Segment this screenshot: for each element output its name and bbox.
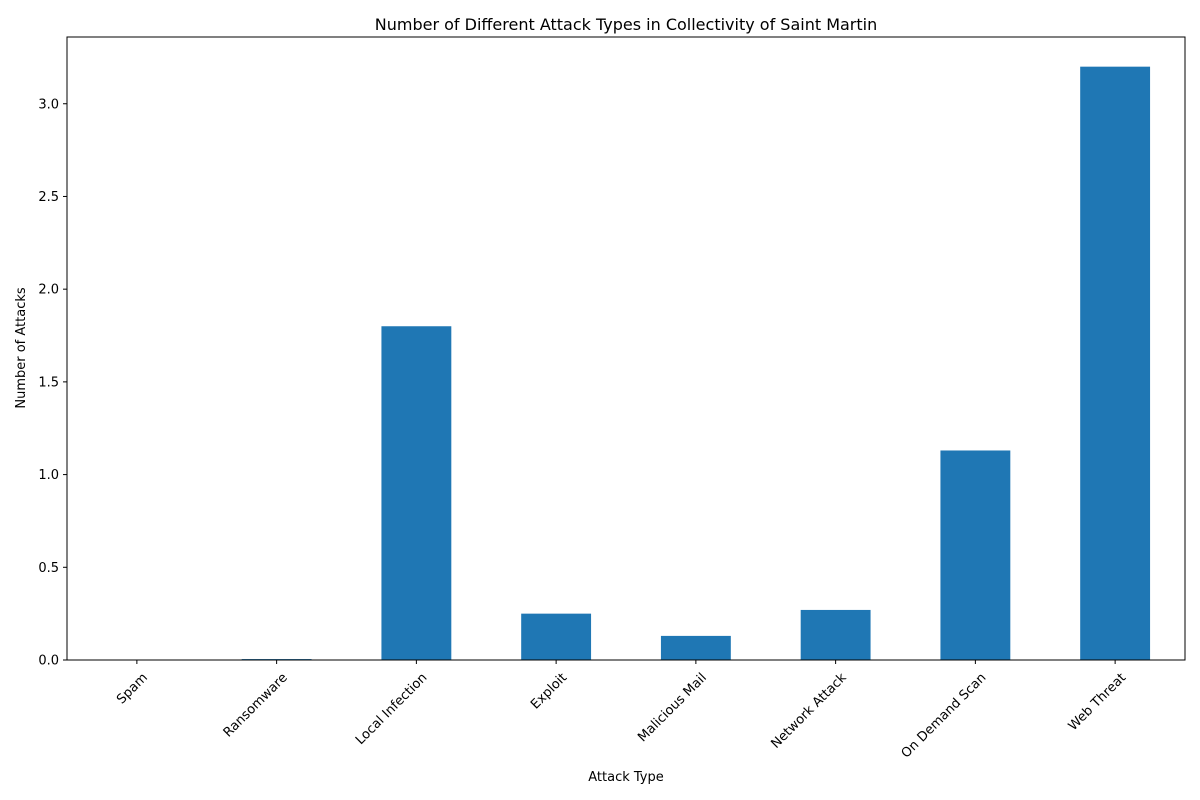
y-tick-label: 2.5	[38, 190, 59, 205]
chart-title: Number of Different Attack Types in Coll…	[375, 15, 878, 34]
x-axis: Spam Ransomware Local Infection Exploit Mali…	[114, 660, 1129, 761]
x-tick-label: Ransomware	[221, 670, 291, 740]
plot-frame	[66, 36, 1186, 661]
bar	[1080, 66, 1151, 660]
y-axis: 0.0 0.5 1.0 1.5 2.0 2.5 3.0	[38, 97, 67, 669]
bars	[241, 66, 1151, 660]
y-tick-label: 0.0	[38, 654, 59, 669]
x-tick-label: Web Threat	[1066, 670, 1129, 733]
bar	[381, 326, 452, 660]
y-tick-label: 1.5	[38, 375, 59, 390]
x-tick-label: Local Infection	[353, 670, 430, 747]
x-tick-label: Malicious Mail	[635, 670, 710, 745]
bar	[521, 613, 592, 660]
x-tick-label: Exploit	[528, 670, 570, 712]
y-tick-label: 0.5	[38, 561, 59, 576]
y-tick-label: 1.0	[38, 468, 59, 483]
y-axis-label: Number of Attacks	[14, 287, 29, 409]
y-tick-label: 3.0	[38, 97, 59, 112]
x-tick-label: Network Attack	[768, 670, 850, 752]
bar	[940, 450, 1011, 660]
bar	[800, 609, 871, 660]
bar	[660, 635, 731, 660]
x-tick-label: Spam	[114, 670, 151, 707]
y-tick-label: 2.0	[38, 283, 59, 298]
x-tick-label: On Demand Scan	[899, 670, 990, 761]
x-axis-label: Attack Type	[588, 770, 664, 785]
